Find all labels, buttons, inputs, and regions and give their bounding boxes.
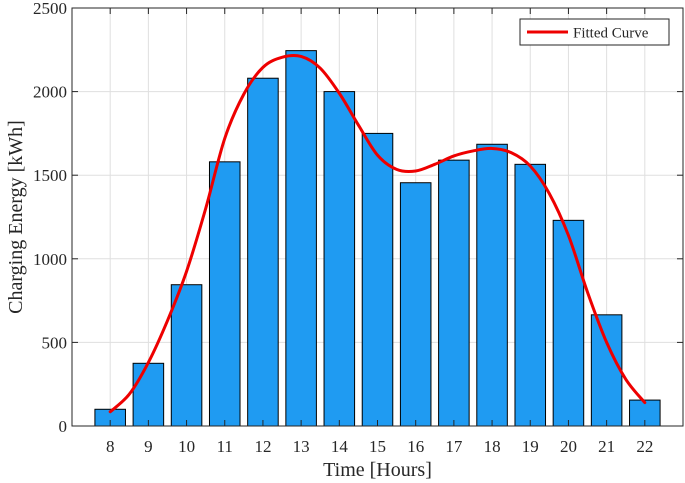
x-tick-label: 15 [369, 437, 386, 456]
y-tick-label: 500 [42, 333, 68, 352]
y-tick-label: 2000 [33, 83, 67, 102]
bar-19 [514, 163, 547, 427]
bar-17 [438, 159, 470, 427]
bar-14 [323, 91, 356, 427]
x-tick-label: 17 [445, 437, 463, 456]
bar-20 [552, 219, 585, 427]
x-tick-label: 13 [293, 437, 310, 456]
x-tick-label: 21 [598, 437, 615, 456]
fitted-curve-line [108, 53, 647, 414]
x-tick-label: 8 [106, 437, 115, 456]
bar-13 [285, 50, 317, 427]
bar-9 [132, 362, 165, 427]
x-tick-label: 22 [636, 437, 653, 456]
bar-series [94, 50, 661, 427]
x-tick-label: 9 [144, 437, 153, 456]
bar-18 [476, 143, 508, 427]
legend-label-fitted-curve: Fitted Curve [573, 26, 649, 42]
x-tick-label: 18 [484, 437, 501, 456]
y-axis-label: Charging Energy [kWh] [5, 120, 27, 314]
x-axis-label: Time [Hours] [323, 459, 432, 481]
y-tick-label: 1000 [33, 250, 67, 269]
fitted-curve-series [108, 53, 647, 414]
x-tick-label: 12 [254, 437, 271, 456]
y-tick-label: 1500 [33, 166, 67, 185]
bar-21 [590, 314, 623, 427]
axes-frame [71, 7, 684, 427]
bar-16 [399, 182, 432, 427]
x-tick-label: 11 [217, 437, 233, 456]
x-tick-label: 20 [560, 437, 577, 456]
bar-15 [361, 132, 394, 427]
x-tick-label: 14 [331, 437, 349, 456]
bar-12 [247, 77, 279, 427]
x-tick-label: 16 [407, 437, 424, 456]
bar-11 [208, 161, 241, 427]
legend: Fitted Curve [519, 18, 670, 46]
y-tick-label: 2500 [33, 0, 67, 18]
bar-10 [170, 284, 203, 427]
tick-labels: 0 500 1000 1500 2000 2500 8 9 10 11 12 13 14 15 16 17 18… [33, 0, 653, 456]
x-tick-label: 10 [178, 437, 195, 456]
x-tick-label: 19 [522, 437, 539, 456]
y-tick-label: 0 [59, 417, 68, 436]
